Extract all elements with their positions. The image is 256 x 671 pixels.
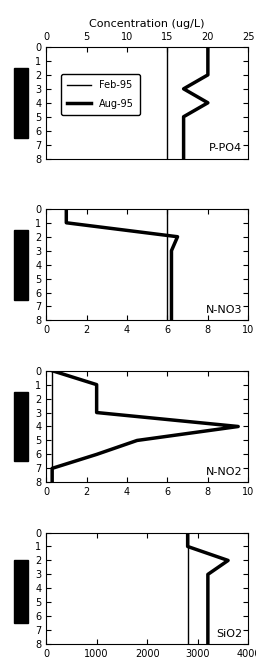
Aug-95	[206, 626, 209, 634]
Text: SiO2: SiO2	[216, 629, 242, 639]
Aug-95	[95, 450, 98, 458]
Aug-95	[206, 612, 209, 620]
Feb-95	[166, 303, 169, 311]
Aug-95	[170, 247, 173, 255]
Aug-95	[206, 599, 209, 607]
Line: Aug-95: Aug-95	[184, 47, 208, 158]
Aug-95	[65, 205, 68, 213]
Feb-95	[166, 260, 169, 268]
Line: Aug-95: Aug-95	[52, 370, 238, 482]
Text: P-PO4: P-PO4	[209, 143, 242, 153]
Feb-95	[186, 626, 189, 634]
Feb-95	[166, 99, 169, 107]
Aug-95	[206, 99, 209, 107]
X-axis label: Concentration (ug/L): Concentration (ug/L)	[89, 19, 205, 29]
Feb-95	[166, 127, 169, 135]
Feb-95	[51, 436, 54, 444]
Aug-95	[182, 154, 185, 162]
Aug-95	[186, 529, 189, 537]
Legend: Feb-95, Aug-95: Feb-95, Aug-95	[61, 74, 140, 115]
Aug-95	[206, 71, 209, 79]
Bar	[14, 68, 28, 138]
Aug-95	[95, 409, 98, 417]
Feb-95	[186, 640, 189, 648]
Feb-95	[166, 233, 169, 241]
Feb-95	[166, 274, 169, 282]
Feb-95	[51, 395, 54, 403]
Feb-95	[51, 450, 54, 458]
Line: Aug-95: Aug-95	[188, 533, 228, 644]
Aug-95	[176, 233, 179, 241]
Feb-95	[166, 71, 169, 79]
Feb-95	[166, 219, 169, 227]
Aug-95	[182, 85, 185, 93]
Aug-95	[182, 113, 185, 121]
Text: N-NO3: N-NO3	[206, 305, 242, 315]
Bar	[14, 229, 28, 299]
Aug-95	[95, 395, 98, 403]
Aug-95	[95, 380, 98, 389]
Feb-95	[166, 289, 169, 297]
Aug-95	[237, 423, 240, 431]
Aug-95	[51, 464, 54, 472]
Aug-95	[206, 570, 209, 578]
Feb-95	[166, 85, 169, 93]
Feb-95	[166, 43, 169, 51]
Aug-95	[170, 260, 173, 268]
Feb-95	[166, 154, 169, 162]
Feb-95	[51, 423, 54, 431]
Aug-95	[186, 542, 189, 550]
Text: N-NO2: N-NO2	[206, 467, 242, 476]
Aug-95	[170, 317, 173, 325]
Feb-95	[186, 599, 189, 607]
Aug-95	[65, 219, 68, 227]
Feb-95	[51, 478, 54, 486]
Feb-95	[186, 542, 189, 550]
Aug-95	[206, 640, 209, 648]
Bar	[14, 560, 28, 623]
Aug-95	[227, 556, 230, 564]
Aug-95	[206, 584, 209, 592]
Feb-95	[166, 141, 169, 149]
Bar	[14, 392, 28, 462]
Aug-95	[182, 127, 185, 135]
Feb-95	[166, 247, 169, 255]
Aug-95	[170, 303, 173, 311]
Aug-95	[136, 436, 139, 444]
Feb-95	[166, 113, 169, 121]
Aug-95	[182, 141, 185, 149]
Feb-95	[51, 380, 54, 389]
Feb-95	[166, 205, 169, 213]
Aug-95	[206, 57, 209, 65]
Aug-95	[206, 43, 209, 51]
Aug-95	[51, 366, 54, 374]
Feb-95	[51, 409, 54, 417]
Feb-95	[186, 529, 189, 537]
Line: Aug-95: Aug-95	[66, 209, 178, 321]
Feb-95	[166, 317, 169, 325]
Feb-95	[186, 556, 189, 564]
Aug-95	[51, 478, 54, 486]
Feb-95	[51, 366, 54, 374]
Aug-95	[170, 289, 173, 297]
Aug-95	[170, 274, 173, 282]
Feb-95	[186, 570, 189, 578]
Feb-95	[51, 464, 54, 472]
Feb-95	[186, 612, 189, 620]
Feb-95	[166, 57, 169, 65]
Feb-95	[186, 584, 189, 592]
